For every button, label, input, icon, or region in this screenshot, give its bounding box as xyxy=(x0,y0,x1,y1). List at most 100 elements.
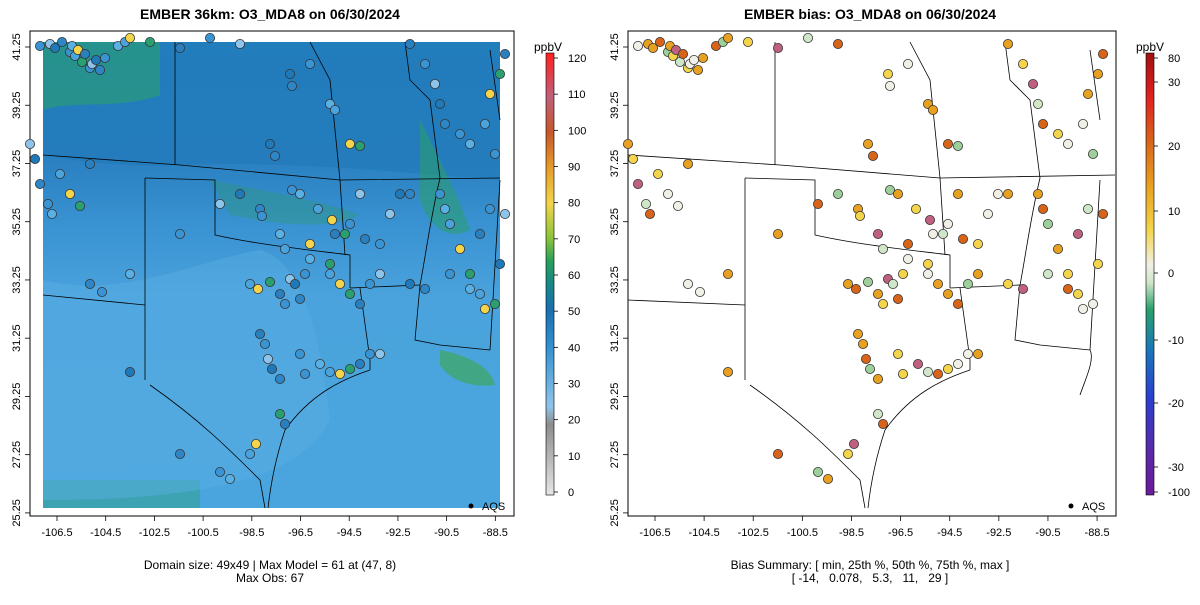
right-bias-sites xyxy=(623,33,1109,484)
obs-site-marker xyxy=(334,278,345,289)
obs-site-marker xyxy=(324,268,335,279)
colorbar-tick-label: 70 xyxy=(568,234,580,246)
obs-site-marker xyxy=(474,288,485,299)
obs-site-marker xyxy=(244,448,255,459)
obs-site-marker xyxy=(873,373,884,384)
obs-site-marker xyxy=(1003,278,1014,289)
obs-site-marker xyxy=(439,119,450,130)
obs-site-marker xyxy=(489,298,500,309)
obs-site-marker xyxy=(464,283,475,294)
right-panel: EMBER bias: O3_MDA8 on 06/30/2024 AQS -1… xyxy=(609,6,1190,585)
obs-site-marker xyxy=(43,198,54,209)
obs-site-marker xyxy=(1018,59,1029,70)
obs-site-marker xyxy=(698,53,709,64)
obs-site-marker xyxy=(1053,243,1064,254)
obs-site-marker xyxy=(893,348,904,359)
obs-site-marker xyxy=(95,65,106,76)
obs-site-marker xyxy=(314,358,325,369)
obs-site-marker xyxy=(689,55,700,66)
obs-site-marker xyxy=(973,238,984,249)
obs-site-marker xyxy=(813,466,824,477)
obs-site-marker xyxy=(174,448,185,459)
left-obs-sites xyxy=(24,33,510,484)
obs-site-marker xyxy=(928,228,939,239)
y-tick-label: 33.25 xyxy=(11,266,23,294)
x-tick-label: -92.5 xyxy=(385,527,410,539)
aqs-legend-marker-right xyxy=(1068,503,1074,509)
colorbar-tick-label: -20 xyxy=(1168,398,1184,410)
obs-site-marker xyxy=(1063,268,1074,279)
y-tick-label: 41.25 xyxy=(609,33,621,61)
obs-site-marker xyxy=(655,37,666,48)
obs-site-marker xyxy=(269,150,280,161)
obs-site-marker xyxy=(683,278,694,289)
obs-site-marker xyxy=(843,448,854,459)
left-plot-frame xyxy=(29,30,515,517)
y-tick-label: 39.25 xyxy=(609,91,621,119)
obs-site-marker xyxy=(404,278,415,289)
left-state-boundaries xyxy=(42,41,501,509)
obs-site-marker xyxy=(374,348,385,359)
obs-site-marker xyxy=(484,203,495,214)
obs-site-marker xyxy=(294,348,305,359)
y-tick-label: 41.25 xyxy=(11,33,23,61)
obs-site-marker xyxy=(673,200,684,211)
obs-site-marker xyxy=(1088,298,1099,309)
obs-site-marker xyxy=(374,268,385,279)
y-tick-label: 29.25 xyxy=(609,383,621,411)
obs-site-marker xyxy=(256,210,267,221)
obs-site-marker xyxy=(474,228,485,239)
obs-site-marker xyxy=(743,37,754,48)
obs-site-marker xyxy=(803,33,814,44)
obs-site-marker xyxy=(254,328,265,339)
obs-site-marker xyxy=(865,363,876,374)
obs-site-marker xyxy=(873,288,884,299)
right-aqs-legend: AQS xyxy=(1068,501,1105,513)
obs-site-marker xyxy=(878,243,889,254)
obs-site-marker xyxy=(35,178,46,189)
left-aqs-legend: AQS xyxy=(468,501,505,513)
obs-site-marker xyxy=(823,473,834,484)
obs-site-marker xyxy=(1043,218,1054,229)
obs-site-marker xyxy=(29,153,40,164)
obs-site-marker xyxy=(1073,288,1084,299)
obs-site-marker xyxy=(252,283,263,294)
obs-site-marker xyxy=(47,208,58,219)
left-colorbar-unit: ppbV xyxy=(534,40,562,54)
colorbar-tick-label: 10 xyxy=(1168,206,1180,218)
obs-site-marker xyxy=(234,188,245,199)
x-tick-label: -92.5 xyxy=(986,527,1011,539)
obs-site-marker xyxy=(858,338,869,349)
colorbar-tick-label: 30 xyxy=(568,379,580,391)
obs-site-marker xyxy=(695,286,706,297)
obs-site-marker xyxy=(873,408,884,419)
obs-site-marker xyxy=(953,140,964,151)
colorbar-tick-label: 80 xyxy=(1168,53,1180,65)
obs-site-marker xyxy=(693,65,704,76)
obs-site-marker xyxy=(354,140,365,151)
obs-site-marker xyxy=(244,278,255,289)
x-tick-label: -104.5 xyxy=(90,527,121,539)
obs-site-marker xyxy=(843,278,854,289)
right-title: EMBER bias: O3_MDA8 on 06/30/2024 xyxy=(744,6,996,22)
obs-site-marker xyxy=(923,258,934,269)
y-tick-label: 37.25 xyxy=(609,150,621,178)
obs-site-marker xyxy=(434,188,445,199)
obs-site-marker xyxy=(933,278,944,289)
obs-site-marker xyxy=(85,158,96,169)
x-tick-label: -100.5 xyxy=(787,527,818,539)
obs-site-marker xyxy=(883,69,894,80)
obs-site-marker xyxy=(898,268,909,279)
obs-site-marker xyxy=(259,338,270,349)
obs-site-marker xyxy=(851,283,862,294)
obs-site-marker xyxy=(953,298,964,309)
model-field-green-sw xyxy=(43,480,200,508)
obs-site-marker xyxy=(723,268,734,279)
obs-site-marker xyxy=(339,228,350,239)
obs-site-marker xyxy=(943,363,954,374)
x-tick-label: -106.5 xyxy=(639,527,670,539)
obs-site-marker xyxy=(683,158,694,169)
left-x-axis: -106.5 -104.5 -102.5 -100.5 -98.5 -96.5 -94.5 -… xyxy=(41,516,508,539)
obs-site-marker xyxy=(250,438,261,449)
